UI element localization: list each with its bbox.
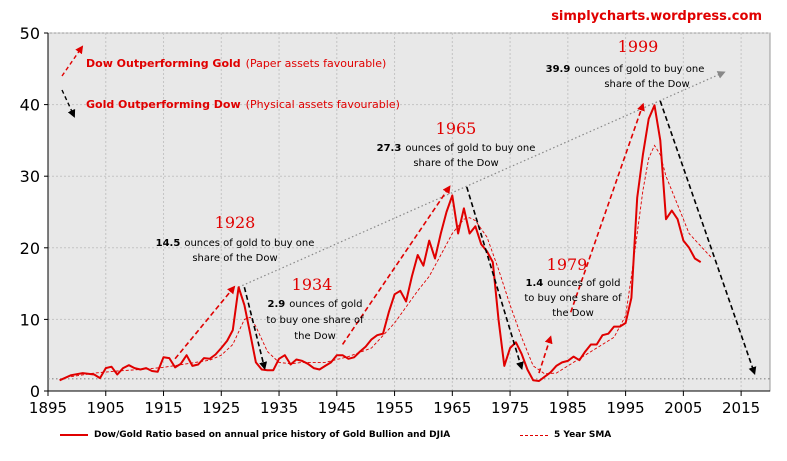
legend-down-text: Gold Outperforming Dow (Physical assets f… [86, 98, 400, 111]
annotation-1928-line1: 14.5 ounces of gold to buy one [156, 238, 315, 249]
series-line-ratio [59, 104, 702, 382]
annotation-1928-line2: share of the Dow [192, 253, 277, 264]
legend-label-sma: 5 Year SMA [554, 430, 612, 440]
year-1999: 1999 [618, 37, 659, 56]
annotation-1979-line3: the Dow [552, 308, 594, 319]
plot-area [47, 32, 771, 392]
annotation-1965-value: 27.3 [377, 143, 402, 154]
legend-up-text: Dow Outperforming Gold (Paper assets favo… [86, 57, 386, 70]
y-tick-label: 40 [20, 96, 40, 115]
x-tick-label: 1895 [29, 399, 67, 417]
y-tick-label: 50 [20, 24, 40, 43]
annotation-1934-line2: to buy one share of [266, 315, 364, 326]
annotation-1999-line1: 39.9 ounces of gold to buy one [546, 64, 705, 75]
legend-swatch-sma [520, 434, 548, 436]
arrow-up-1999 [569, 102, 645, 313]
x-tick-label: 1975 [491, 399, 529, 417]
legend-label-ratio: Dow/Gold Ratio based on annual price his… [94, 430, 451, 440]
x-tick-label: 1925 [202, 399, 240, 417]
legend-item-ratio: Dow/Gold Ratio based on annual price his… [60, 430, 450, 440]
annotation-1934-value: 2.9 [268, 299, 286, 310]
x-tick-label: 2005 [664, 399, 702, 417]
year-1934: 1934 [292, 275, 333, 294]
annotation-1999-text: ounces of gold to buy one [574, 64, 704, 75]
year-1965: 1965 [436, 119, 477, 138]
annotation-1979-line2: to buy one share of [524, 293, 622, 304]
legend-down-label: Gold Outperforming Dow [86, 98, 241, 111]
y-tick-label: 20 [20, 239, 40, 258]
y-axis: 0 10 20 30 40 50 [20, 24, 48, 401]
legend-up-note: (Paper assets favourable) [246, 57, 387, 70]
annotation-1965-text: ounces of gold to buy one [405, 143, 535, 154]
annotation-1934-line3: the Dow [294, 331, 336, 342]
legend-down-note: (Physical assets favourable) [246, 98, 400, 111]
x-tick-label: 1945 [318, 399, 356, 417]
x-axis: 1895 1905 1915 1925 1935 1945 1955 1965 1975 1985… [29, 33, 770, 417]
x-tick-label: 1905 [87, 399, 125, 417]
annotation-1979-line1: 1.4 ounces of gold [526, 278, 621, 289]
year-1979: 1979 [547, 255, 588, 274]
y-tick-label: 30 [20, 167, 40, 186]
annotation-1965-line1: 27.3 ounces of gold to buy one [377, 143, 536, 154]
legend-swatch-ratio [60, 434, 88, 436]
annotation-1934-line1: 2.9 ounces of gold [268, 299, 363, 310]
annotation-1928-text: ounces of gold to buy one [184, 238, 314, 249]
series-line-sma [71, 144, 713, 378]
arrow-up-1979 [538, 335, 553, 374]
trend-arrows [174, 100, 757, 375]
x-tick-label: 1955 [375, 399, 413, 417]
legend-down-arrow [61, 89, 76, 118]
legend-up-label: Dow Outperforming Gold [86, 57, 241, 70]
x-tick-label: 1965 [433, 399, 471, 417]
annotation-1965-line2: share of the Dow [413, 158, 498, 169]
annotation-1979-value: 1.4 [526, 278, 544, 289]
site-label: simplycharts.wordpress.com [551, 9, 762, 24]
x-tick-label: 1985 [549, 399, 587, 417]
annotation-1999-line2: share of the Dow [604, 79, 689, 90]
trendline [238, 71, 726, 288]
y-tick-label: 10 [20, 310, 40, 329]
series-group [59, 104, 713, 382]
annotation-1928-value: 14.5 [156, 238, 181, 249]
year-1928: 1928 [215, 213, 256, 232]
annotation-1979-text: ounces of gold [547, 278, 620, 289]
x-tick-label: 2015 [722, 399, 760, 417]
x-tick-label: 1935 [260, 399, 298, 417]
annotation-1999-value: 39.9 [546, 64, 571, 75]
legend: Dow/Gold Ratio based on annual price his… [60, 430, 760, 446]
legend-item-sma: 5 Year SMA [520, 430, 611, 440]
arrow-down-1934 [243, 286, 268, 371]
annotation-1934-text: ounces of gold [289, 299, 362, 310]
y-tick-label: 0 [30, 382, 40, 401]
legend-up-arrow [61, 45, 84, 77]
x-tick-label: 1995 [607, 399, 645, 417]
x-tick-label: 1915 [144, 399, 182, 417]
